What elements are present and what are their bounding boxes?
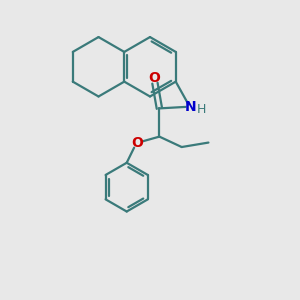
Text: O: O	[131, 136, 143, 150]
Text: O: O	[148, 71, 160, 85]
Text: N: N	[185, 100, 197, 114]
Text: H: H	[197, 103, 206, 116]
